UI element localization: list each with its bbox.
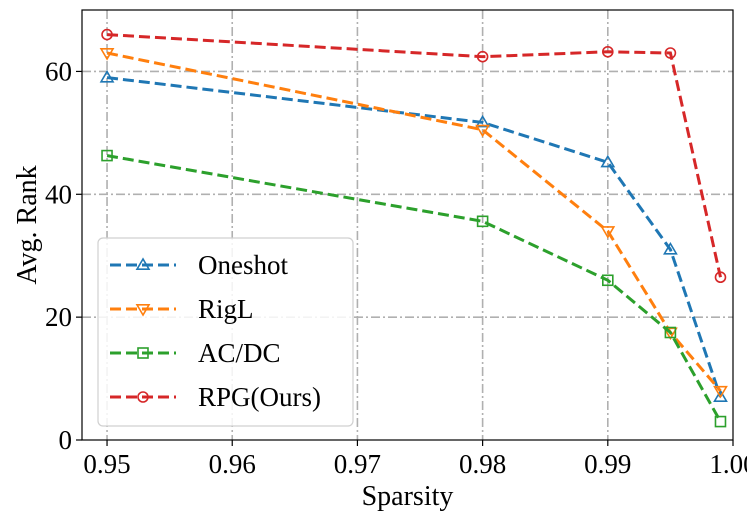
- plot-frame: [81, 9, 734, 441]
- series-line: [106, 154, 722, 423]
- data-point: [476, 215, 489, 228]
- data-point: [101, 149, 113, 162]
- y-tick-label: 60: [45, 56, 72, 86]
- series-oneshot: [99, 69, 728, 403]
- y-tick-label: 20: [45, 302, 72, 332]
- series-ac-dc: [101, 149, 727, 428]
- y-axis-label: Avg. Rank: [12, 165, 43, 284]
- x-axis-label: Sparsity: [362, 481, 454, 512]
- series-group: [99, 28, 728, 428]
- data-point: [663, 241, 678, 255]
- data-point: [475, 124, 491, 138]
- x-tick-label: 0.96: [209, 449, 256, 479]
- data-point: [101, 28, 113, 41]
- data-point: [600, 154, 616, 168]
- data-point: [713, 389, 728, 403]
- legend-label: AC/DC: [198, 338, 281, 368]
- legend: Oneshot RigL AC/DC RPG(Ours): [97, 237, 354, 427]
- x-tick-label: 1.00: [709, 449, 747, 479]
- data-point: [714, 271, 727, 284]
- data-point: [600, 226, 616, 239]
- legend-box: [97, 237, 354, 427]
- data-point: [475, 114, 491, 128]
- legend-marker: [137, 347, 149, 359]
- axis-ticks: 0.95 0.96 0.97 0.98 0.99 1.00 0 20 40 60: [45, 56, 747, 479]
- data-point: [476, 50, 489, 63]
- legend-marker: [137, 391, 149, 403]
- legend-item: RigL: [110, 294, 254, 324]
- data-point: [99, 69, 115, 83]
- data-point: [713, 385, 728, 399]
- series-line: [106, 33, 722, 278]
- data-point: [99, 47, 115, 61]
- legend-label: Oneshot: [198, 250, 288, 280]
- legend-marker: [135, 257, 151, 271]
- data-point: [602, 45, 614, 58]
- x-tick-label: 0.95: [83, 449, 130, 479]
- x-tick-label: 0.99: [584, 449, 631, 479]
- legend-marker: [135, 303, 151, 317]
- data-point: [664, 326, 677, 339]
- legend-item: RPG(Ours): [110, 382, 321, 412]
- legend-label: RPG(Ours): [198, 382, 321, 412]
- data-point: [714, 415, 727, 428]
- series-line: [106, 51, 722, 392]
- data-point: [602, 274, 614, 287]
- x-tick-label: 0.98: [459, 449, 506, 479]
- legend-item: Oneshot: [110, 250, 288, 280]
- series-rigl: [99, 47, 728, 399]
- y-tick-label: 40: [45, 179, 72, 209]
- data-point: [664, 47, 677, 59]
- legend-item: AC/DC: [110, 338, 281, 368]
- x-tick-label: 0.97: [334, 449, 381, 479]
- series-rpg-ours-: [101, 28, 727, 284]
- legend-label: RigL: [198, 294, 254, 324]
- y-tick-label: 0: [59, 425, 73, 455]
